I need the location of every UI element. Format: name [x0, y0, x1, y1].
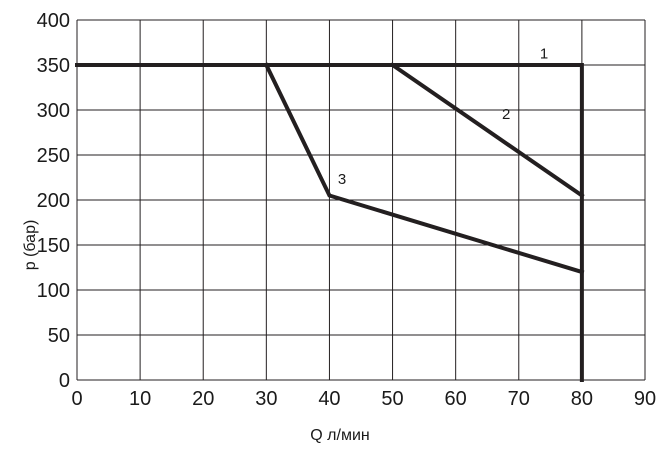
x-tick-label: 80: [571, 388, 593, 410]
x-tick-label: 70: [508, 388, 530, 410]
y-tick-label: 300: [37, 100, 70, 122]
series-line-1: [75, 63, 584, 382]
x-tick-label: 0: [71, 388, 82, 410]
x-tick-label: 90: [634, 388, 656, 410]
x-tick-label: 50: [381, 388, 403, 410]
x-tick-label: 60: [445, 388, 467, 410]
series-labels: 1 2 3: [338, 46, 548, 188]
series-label-2: 2: [502, 106, 510, 123]
x-axis-label: Q л/мин: [310, 427, 369, 444]
y-tick-label: 100: [37, 280, 70, 302]
x-tick-label: 40: [318, 388, 340, 410]
series-label-1: 1: [540, 46, 548, 63]
grid: [76, 19, 646, 381]
x-tick-label: 10: [129, 388, 151, 410]
series-label-3: 3: [338, 171, 346, 188]
y-tick-label: 250: [37, 145, 70, 167]
series-line-3: [263, 62, 585, 275]
series-lines: [75, 62, 585, 382]
y-tick-label: 0: [59, 370, 70, 392]
y-axis-ticks: 0 50 100 150 200 250 300 350 400: [37, 10, 70, 392]
y-tick-label: 200: [37, 190, 70, 212]
y-tick-label: 150: [37, 235, 70, 257]
y-axis-label: p (бар): [22, 220, 39, 271]
y-tick-label: 50: [48, 325, 70, 347]
x-tick-label: 30: [255, 388, 277, 410]
y-tick-label: 350: [37, 55, 70, 77]
y-tick-label: 400: [37, 10, 70, 32]
x-axis-ticks: 0 10 20 30 40 50 60 70 80 90: [71, 388, 656, 410]
series-line-2: [389, 62, 585, 199]
x-tick-label: 20: [192, 388, 214, 410]
